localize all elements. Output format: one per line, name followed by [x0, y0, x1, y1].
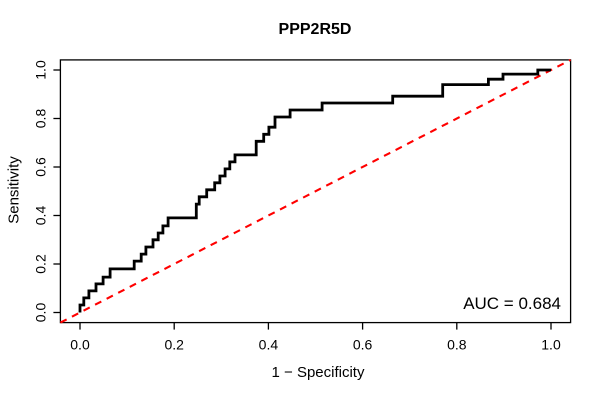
x-tick-label: 0.6: [353, 337, 373, 353]
x-tick-label: 0.2: [164, 337, 184, 353]
chart-title: PPP2R5D: [278, 21, 352, 38]
x-axis-title: 1 − Specificity: [271, 364, 365, 381]
y-tick-label: 0.2: [32, 254, 48, 274]
x-tick-label: 0.8: [447, 337, 467, 353]
reference-diagonal-line: [59, 58, 572, 324]
y-axis-title: Sensitivity: [5, 156, 23, 224]
y-tick-label: 0.4: [32, 206, 48, 226]
y-tick-label: 0.8: [32, 109, 48, 129]
y-tick-label: 0.0: [32, 303, 48, 323]
plot-box: [59, 59, 572, 324]
x-tick-label: 0.4: [259, 337, 279, 353]
roc-curve-path: [78, 68, 551, 313]
y-tick-label: 1.0: [32, 60, 48, 80]
auc-annotation: AUC = 0.684: [463, 294, 561, 313]
y-tick-label: 0.6: [32, 157, 48, 177]
x-tick-label: 1.0: [541, 337, 561, 353]
x-tick-label: 0.0: [70, 337, 90, 353]
